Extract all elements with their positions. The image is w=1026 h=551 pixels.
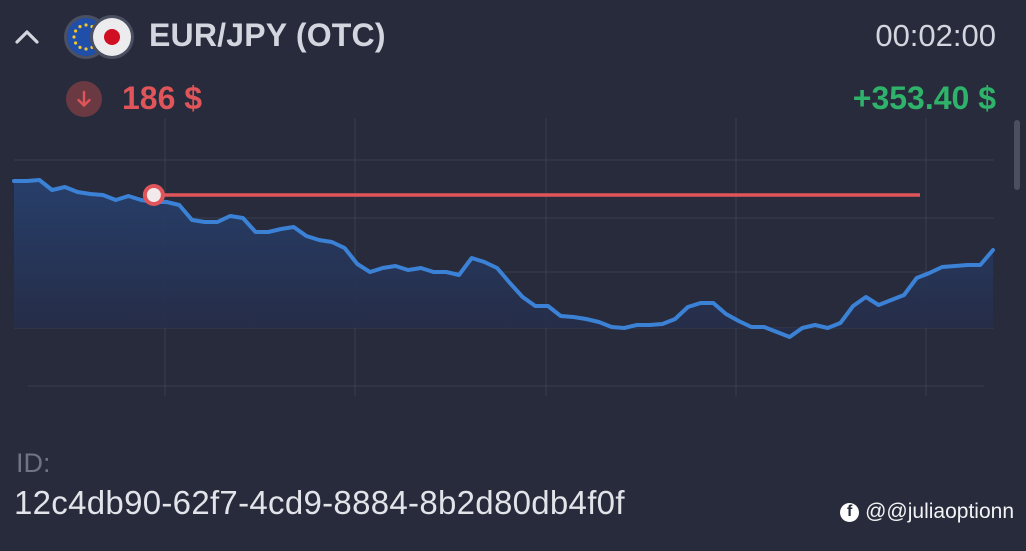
collapse-button[interactable] <box>12 22 42 52</box>
asset-pair-title[interactable]: EUR/JPY (OTC) <box>149 17 386 53</box>
chevron-up-icon <box>15 30 39 44</box>
chart-area-fill <box>14 180 993 337</box>
trade-amount: 186 $ <box>122 80 203 116</box>
trade-profit: +353.40 $ <box>852 80 996 116</box>
watermark: f @@juliaoptionn <box>840 500 1014 524</box>
watermark-text: @@juliaoptionn <box>865 500 1014 523</box>
currency-pair-flags <box>62 12 138 62</box>
direction-badge <box>66 81 102 117</box>
facebook-icon: f <box>840 502 860 522</box>
trade-id-value: 12c4db90-62f7-4cd9-8884-8b2d80db4f0f <box>14 484 625 521</box>
entry-point-marker <box>142 184 165 206</box>
japan-flag-icon <box>90 15 134 59</box>
arrow-down-icon <box>77 90 91 107</box>
price-line <box>12 178 995 339</box>
trade-timer: 00:02:00 <box>875 18 996 53</box>
id-label: ID: <box>16 448 51 478</box>
scrollbar[interactable] <box>1014 120 1020 190</box>
price-chart <box>12 118 995 396</box>
